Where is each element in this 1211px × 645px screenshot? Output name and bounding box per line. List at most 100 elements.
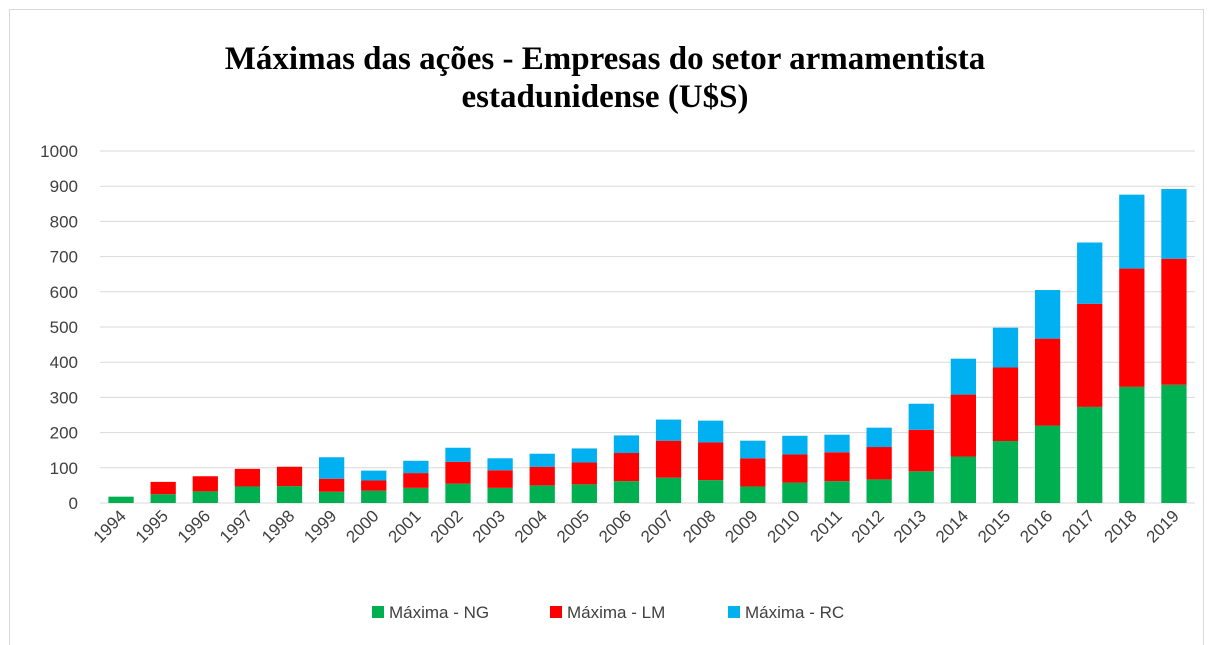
bar-segment	[824, 452, 850, 482]
bar-segment	[150, 494, 176, 503]
bar-segment	[1119, 386, 1145, 503]
bar-segment	[234, 468, 261, 487]
x-tick-label: 2000	[342, 506, 382, 546]
y-tick-label: 300	[50, 388, 78, 407]
bar-segment	[782, 482, 808, 503]
x-tick-label: 2005	[553, 506, 593, 546]
x-tick-label: 2009	[721, 506, 761, 546]
y-tick-label: 200	[50, 424, 78, 443]
bar-segment	[1034, 338, 1061, 426]
x-tick-label: 2018	[1100, 506, 1140, 546]
x-tick-label: 2017	[1058, 506, 1098, 546]
x-tick-label: 1998	[258, 506, 298, 546]
x-tick-label: 2006	[595, 506, 635, 546]
bar-segment	[655, 440, 682, 478]
bar-segment	[319, 491, 345, 503]
bar-segment	[655, 477, 682, 503]
bar-segment	[192, 491, 218, 503]
y-tick-label: 1000	[40, 142, 78, 161]
bar-segment	[866, 479, 892, 503]
bar-segment	[1161, 384, 1187, 503]
x-tick-label: 2014	[932, 506, 972, 546]
y-tick-label: 700	[50, 248, 78, 267]
bar-segment	[866, 447, 892, 480]
x-tick-label: 2012	[848, 506, 888, 546]
bar-segment	[361, 490, 387, 503]
bar-segment	[1119, 268, 1145, 387]
bar-segment	[403, 487, 429, 503]
bar-segment	[234, 486, 261, 503]
bar-segment	[487, 458, 513, 471]
bar-segment	[1034, 425, 1061, 503]
bar-segment	[908, 403, 934, 430]
bar-segment	[950, 394, 976, 457]
bar-segment	[908, 471, 934, 503]
x-tick-label: 2011	[807, 506, 846, 545]
y-tick-label: 500	[50, 318, 78, 337]
bar-segment	[529, 453, 555, 467]
y-tick-label: 400	[50, 353, 78, 372]
legend-swatch	[728, 606, 740, 618]
x-tick-label: 2007	[637, 506, 677, 546]
x-tick-label: 1999	[300, 506, 340, 546]
bar-segment	[403, 460, 429, 474]
bar-segment	[571, 462, 597, 485]
x-tick-label: 2013	[890, 506, 930, 546]
bar-segment	[361, 470, 387, 481]
bar-segment	[613, 453, 640, 482]
bar-segment	[1161, 258, 1187, 385]
bar-segment	[908, 429, 934, 472]
legend-swatch	[372, 606, 384, 618]
x-tick-label: 2004	[511, 506, 551, 546]
y-tick-label: 0	[69, 494, 78, 513]
bar-segment	[403, 473, 429, 488]
bar-segment	[698, 480, 724, 503]
x-tick-label: 2015	[974, 506, 1014, 546]
bar-segment	[950, 456, 976, 503]
bar-segment	[529, 466, 555, 486]
bar-segment	[487, 487, 513, 503]
bar-segment	[824, 481, 850, 503]
bar-segment	[529, 485, 555, 503]
legend-label: Máxima - NG	[389, 603, 489, 622]
bar-segment	[487, 470, 513, 488]
bar-segment	[571, 448, 597, 463]
bar-segment	[276, 466, 303, 487]
bar-segment	[613, 435, 640, 454]
chart-frame	[9, 9, 1204, 645]
bar-segment	[698, 442, 724, 481]
bar-segment	[824, 434, 850, 453]
x-tick-label: 1995	[132, 506, 172, 546]
bar-segment	[1034, 290, 1061, 339]
bar-segment	[866, 427, 892, 448]
y-tick-label: 800	[50, 212, 78, 231]
legend-swatch	[550, 606, 562, 618]
bar-segment	[1077, 406, 1103, 503]
bar-segment	[1077, 303, 1103, 407]
bar-segment	[1077, 242, 1103, 304]
x-tick-label: 2016	[1016, 506, 1056, 546]
bar-segment	[698, 420, 724, 443]
bar-segment	[445, 447, 471, 462]
bar-segment	[992, 367, 1019, 442]
bar-segment	[782, 454, 808, 483]
bar-segment	[655, 419, 682, 441]
bar-segment	[108, 496, 134, 503]
bar-segment	[319, 478, 345, 492]
x-tick-label: 2008	[679, 506, 719, 546]
x-tick-label: 2001	[385, 506, 425, 546]
bar-segment	[361, 480, 387, 491]
bar-segment	[1161, 189, 1187, 259]
x-tick-label: 2019	[1143, 506, 1183, 546]
bar-segment	[740, 486, 766, 503]
x-tick-label: 2002	[427, 506, 467, 546]
bar-segment	[782, 435, 808, 455]
bar-segment	[445, 461, 471, 484]
bar-segment	[150, 481, 176, 495]
y-tick-label: 900	[50, 177, 78, 196]
bar-segment	[950, 358, 976, 395]
legend-label: Máxima - LM	[567, 603, 665, 622]
bar-segment	[571, 484, 597, 503]
